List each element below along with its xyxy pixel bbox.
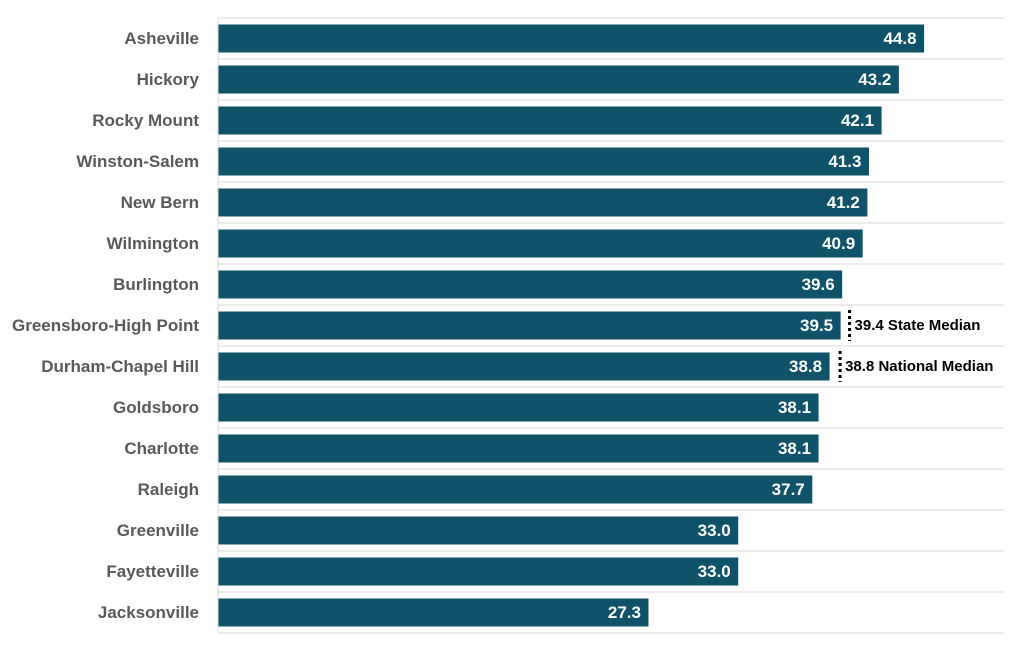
bar xyxy=(218,516,739,545)
category-label: Hickory xyxy=(137,70,200,89)
value-labels: 44.8 43.2 42.1 41.3 41.2 40.9 39.6 39.5 38.8 38.1… xyxy=(608,29,917,622)
bar xyxy=(218,434,819,463)
data-label: 33.0 xyxy=(698,521,731,540)
bar xyxy=(218,311,841,340)
bar xyxy=(218,147,869,176)
reference-lines: 39.4 State Median 38.8 National Median xyxy=(838,310,993,382)
data-label: 33.0 xyxy=(698,562,731,581)
data-label: 27.3 xyxy=(608,603,641,622)
category-label: Wilmington xyxy=(107,234,199,253)
data-label: 43.2 xyxy=(858,70,891,89)
bar xyxy=(218,188,868,217)
bar xyxy=(218,65,899,94)
data-label: 41.3 xyxy=(828,152,861,171)
data-label: 40.9 xyxy=(822,234,855,253)
gridlines xyxy=(218,17,1004,634)
data-label: 38.1 xyxy=(778,439,811,458)
category-label: Durham-Chapel Hill xyxy=(41,357,199,376)
bar xyxy=(218,352,830,381)
bar xyxy=(218,598,649,627)
category-label: Raleigh xyxy=(138,480,199,499)
bar xyxy=(218,106,882,135)
data-label: 38.1 xyxy=(778,398,811,417)
data-label: 39.5 xyxy=(800,316,833,335)
data-label: 41.2 xyxy=(827,193,860,212)
category-label: Charlotte xyxy=(124,439,199,458)
bar xyxy=(218,557,739,586)
bar xyxy=(218,475,813,504)
data-label: 39.6 xyxy=(802,275,835,294)
category-labels: Asheville Hickory Rocky Mount Winston-Salem… xyxy=(12,29,200,622)
data-label: 37.7 xyxy=(772,480,805,499)
category-label: New Bern xyxy=(121,193,199,212)
data-label: 38.8 xyxy=(789,357,822,376)
bar xyxy=(218,229,863,258)
data-label: 44.8 xyxy=(884,29,917,48)
category-label: Asheville xyxy=(124,29,199,48)
category-label: Fayetteville xyxy=(106,562,199,581)
category-label: Goldsboro xyxy=(113,398,199,417)
reference-label: 39.4 State Median xyxy=(855,317,981,334)
bars xyxy=(218,24,925,627)
bar xyxy=(218,270,843,299)
category-label: Burlington xyxy=(113,275,199,294)
bar xyxy=(218,24,925,53)
bar xyxy=(218,393,819,422)
category-label: Winston-Salem xyxy=(76,152,199,171)
category-label: Greenville xyxy=(117,521,199,540)
category-label: Jacksonville xyxy=(98,603,199,622)
category-label: Greensboro-High Point xyxy=(12,316,199,335)
reference-label: 38.8 National Median xyxy=(845,358,993,375)
category-label: Rocky Mount xyxy=(92,111,199,130)
data-label: 42.1 xyxy=(841,111,874,130)
